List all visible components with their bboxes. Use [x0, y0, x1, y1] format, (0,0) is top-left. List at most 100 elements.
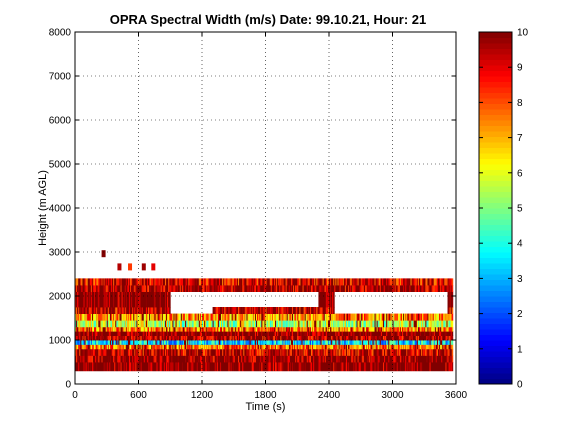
heatmap-cell: [260, 331, 262, 336]
heatmap-cell: [236, 355, 239, 363]
heatmap-cell: [221, 320, 223, 328]
heatmap-cell: [264, 278, 266, 286]
heatmap-cell: [76, 348, 78, 356]
heatmap-cell: [258, 362, 260, 372]
heatmap-cell: [246, 278, 248, 286]
heatmap-cell: [85, 313, 88, 321]
heatmap-cell: [405, 278, 407, 286]
heatmap-cell: [394, 331, 397, 336]
heatmap-cell: [194, 313, 197, 321]
heatmap-cell: [87, 344, 90, 350]
heatmap-cell: [142, 278, 145, 286]
heatmap-cell: [432, 340, 435, 345]
heatmap-cell: [397, 335, 400, 341]
heatmap-cell: [369, 326, 371, 332]
heatmap-cell: [209, 340, 211, 345]
heatmap-cell: [199, 326, 202, 332]
heatmap-cell: [101, 285, 103, 292]
heatmap-cell: [400, 355, 403, 363]
heatmap-cell: [320, 278, 322, 286]
heatmap-cell: [159, 291, 162, 308]
heatmap-cell: [404, 326, 406, 332]
heatmap-cell: [76, 307, 78, 314]
heatmap-cell: [422, 335, 424, 341]
heatmap-cell: [148, 307, 150, 314]
heatmap-cell: [378, 278, 381, 286]
heatmap-cell: [331, 340, 333, 345]
heatmap-cell: [151, 331, 153, 336]
heatmap-cell: [204, 355, 206, 363]
heatmap-cell: [405, 362, 407, 372]
heatmap-cell: [296, 344, 298, 350]
heatmap-cell: [372, 362, 374, 372]
heatmap-cell: [248, 355, 251, 363]
heatmap-cell: [120, 355, 122, 363]
heatmap-cell: [233, 340, 236, 345]
heatmap-cell: [236, 278, 239, 286]
heatmap-cell: [412, 355, 415, 363]
heatmap-cell: [169, 326, 171, 332]
heatmap-cell: [282, 278, 284, 286]
heatmap-cell: [191, 335, 193, 341]
heatmap-cell: [413, 320, 416, 328]
heatmap-cell: [325, 335, 328, 341]
heatmap-cell: [216, 313, 219, 321]
heatmap-cell: [286, 307, 289, 314]
heatmap-cell: [351, 335, 353, 341]
heatmap-cell: [178, 313, 181, 321]
heatmap-cell: [393, 362, 396, 372]
heatmap-cell: [185, 355, 187, 363]
heatmap-cell: [377, 355, 380, 363]
heatmap-cell: [209, 326, 211, 332]
heatmap-cell: [410, 326, 412, 332]
heatmap-cell: [157, 313, 160, 321]
heatmap-cell: [257, 348, 259, 356]
heatmap-cell: [123, 355, 126, 363]
heatmap-cell: [229, 335, 231, 341]
heatmap-cell: [235, 335, 238, 341]
heatmap-cell: [443, 326, 445, 332]
heatmap-cell: [109, 355, 112, 363]
heatmap-cell: [436, 355, 439, 363]
heatmap-cell: [108, 355, 111, 363]
heatmap-cell: [265, 348, 267, 356]
colorbar-step: [479, 32, 512, 38]
heatmap-cell: [356, 278, 358, 286]
heatmap-cell: [144, 291, 147, 308]
heatmap-cell: [134, 335, 136, 341]
heatmap-cell: [266, 326, 269, 332]
heatmap-cell: [124, 285, 127, 292]
heatmap-cell: [247, 344, 249, 350]
heatmap-cell: [353, 340, 355, 345]
heatmap-cell: [288, 313, 291, 321]
heatmap-cell: [99, 344, 101, 350]
heatmap-cell: [350, 340, 352, 345]
heatmap-cell: [108, 320, 111, 328]
heatmap-cell: [82, 331, 84, 336]
heatmap-cell: [354, 335, 356, 341]
heatmap-cell: [120, 344, 122, 350]
heatmap-cell: [441, 362, 443, 372]
heatmap-cell: [127, 320, 130, 328]
heatmap-cell: [305, 340, 308, 345]
heatmap-cell: [265, 355, 267, 363]
heatmap-cell: [244, 362, 246, 372]
heatmap-cell: [352, 355, 354, 363]
heatmap-cell: [345, 313, 348, 321]
heatmap-cell: [104, 278, 107, 286]
heatmap-cell: [140, 362, 143, 372]
heatmap-cell: [288, 326, 291, 332]
heatmap-cell: [445, 348, 447, 356]
heatmap-cell: [112, 355, 114, 363]
heatmap-cell: [152, 340, 154, 345]
heatmap-cell: [164, 291, 167, 308]
heatmap-cell: [180, 285, 183, 292]
heatmap-cell: [244, 320, 246, 328]
heatmap-cell: [261, 320, 263, 328]
heatmap-cell: [374, 348, 376, 356]
colorbar-tick-label: 9: [517, 63, 523, 74]
heatmap-cell: [281, 340, 283, 345]
heatmap-cell: [112, 278, 114, 286]
heatmap-cell: [327, 307, 330, 314]
heatmap-cell: [323, 331, 326, 336]
